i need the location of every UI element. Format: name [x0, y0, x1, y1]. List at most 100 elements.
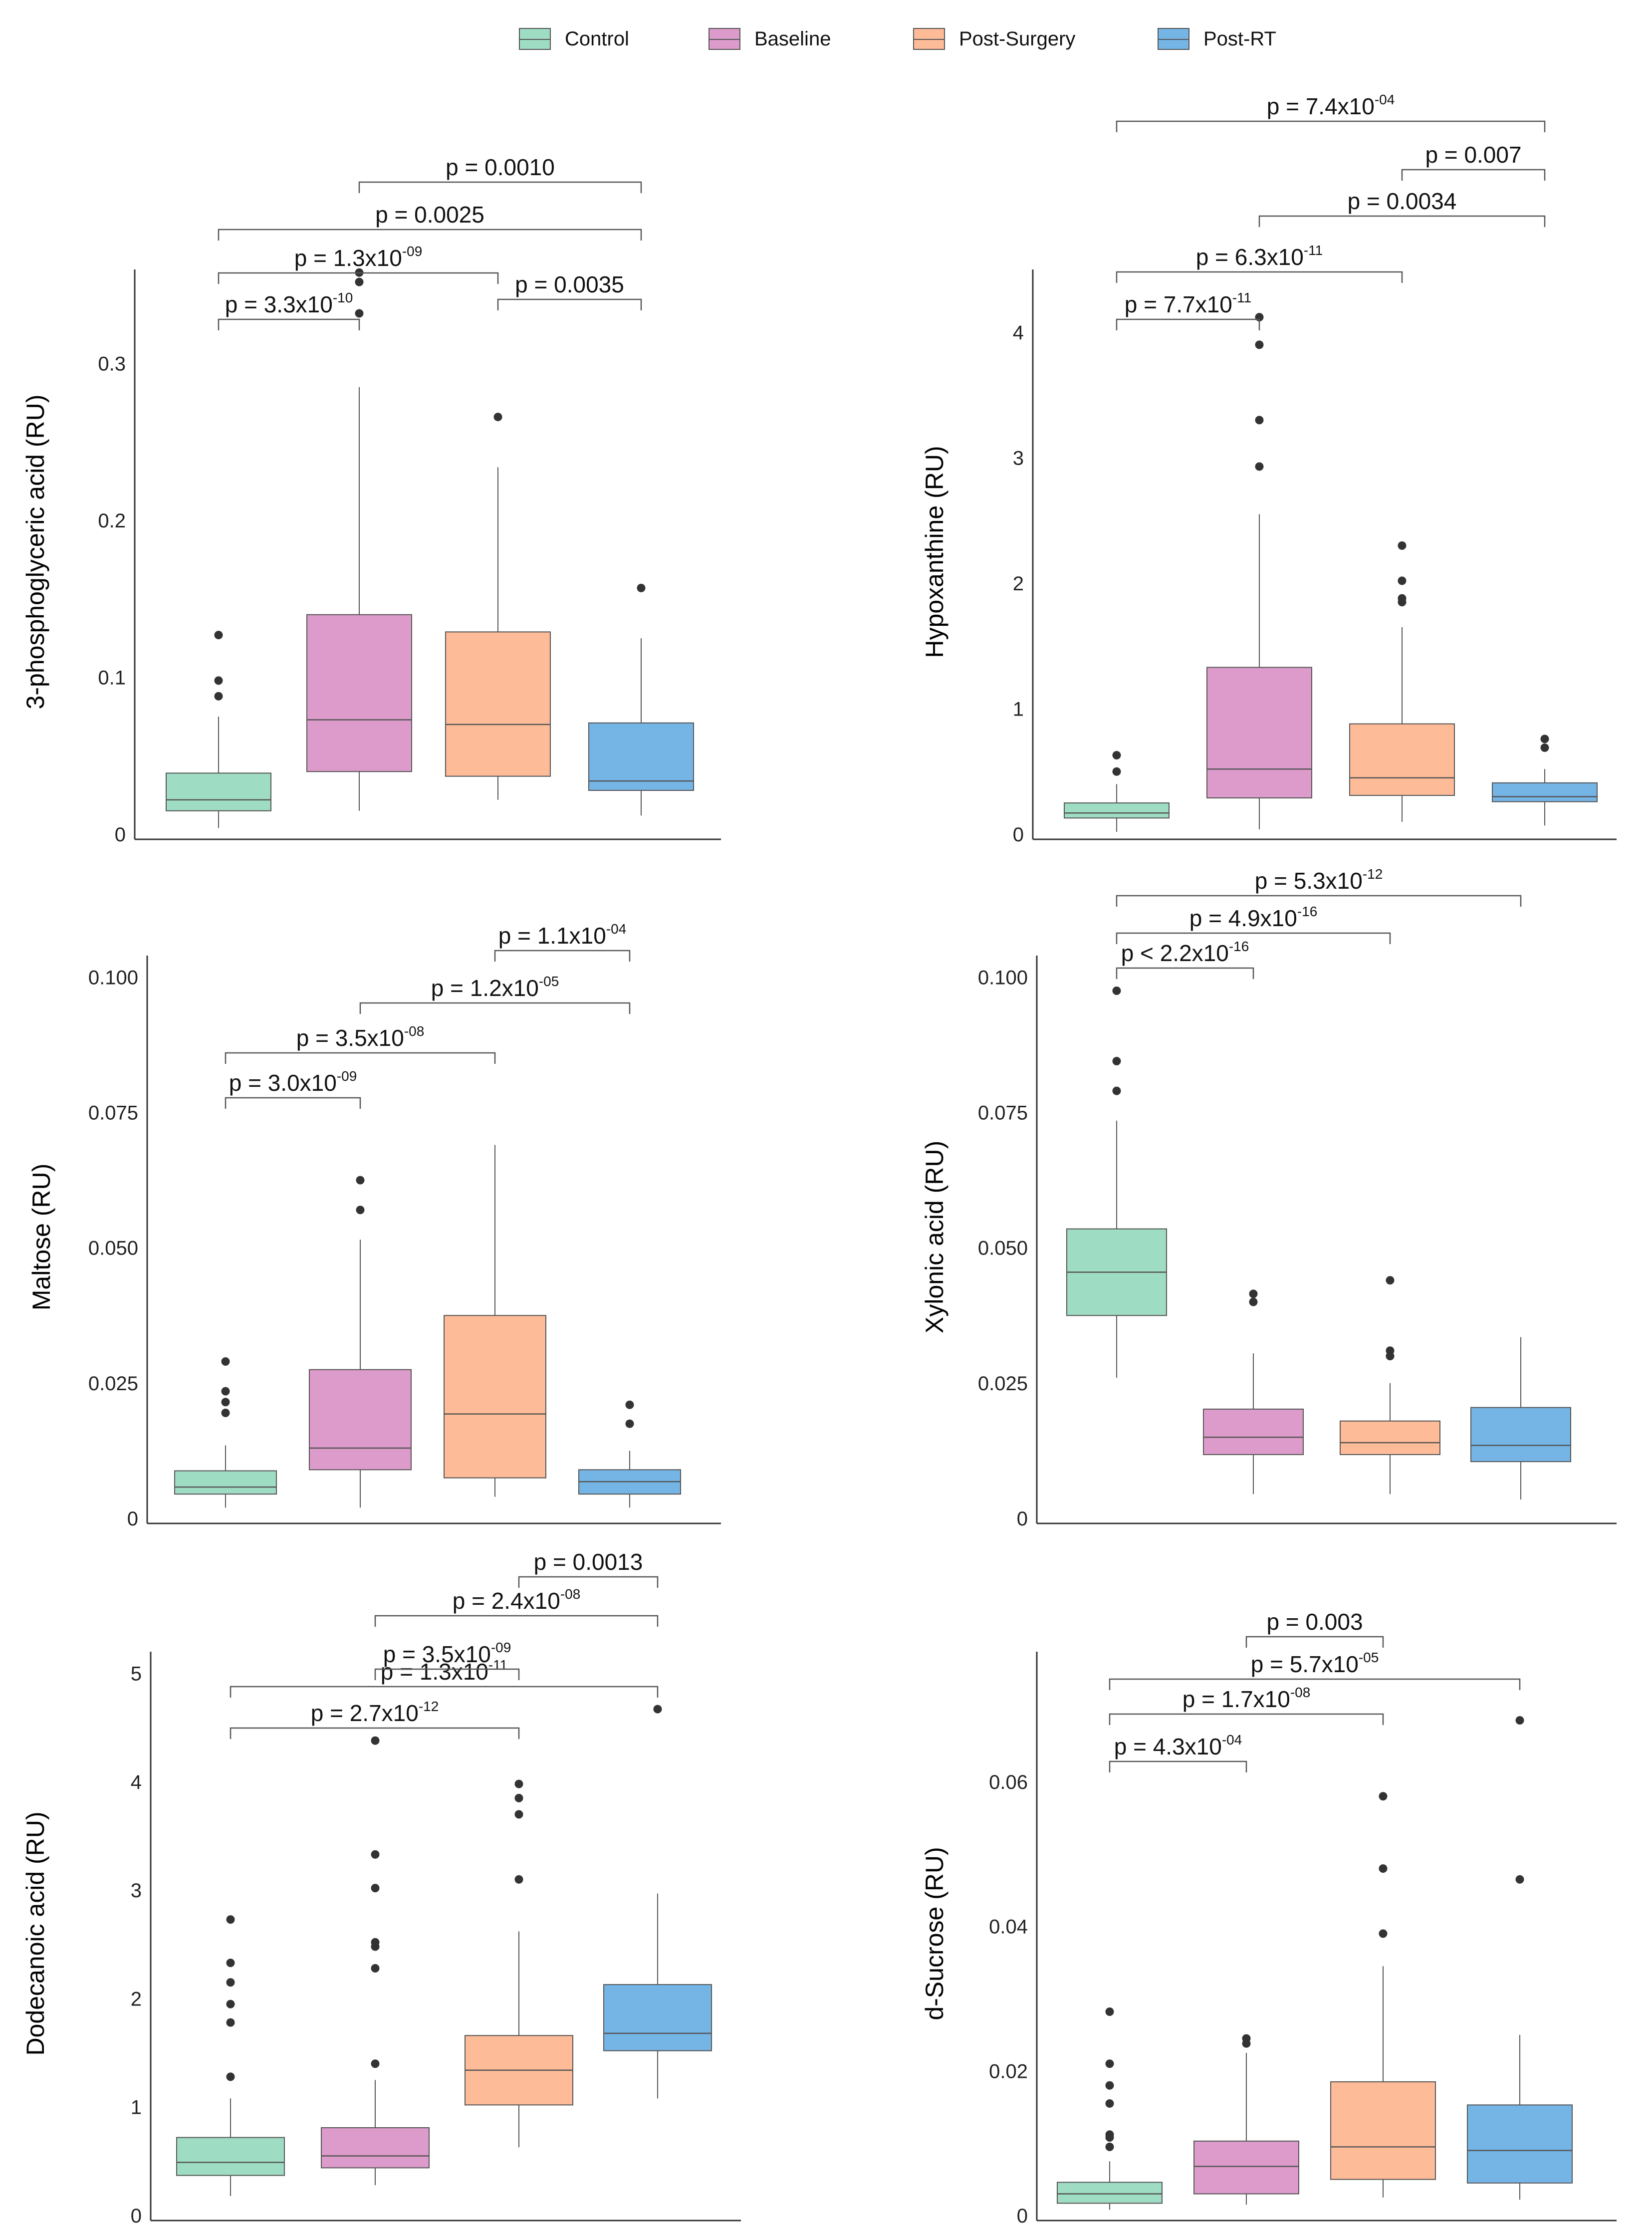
comparison-bracket [230, 1686, 659, 1698]
y-tick-label: 1 [131, 2097, 142, 2119]
outlier-point-control [214, 676, 223, 685]
legend-key-post-surgery-icon [913, 28, 945, 50]
y-tick-label: 0.050 [978, 1238, 1028, 1259]
outlier-point-post-surgery [514, 1779, 523, 1788]
y-tick-label: 3 [131, 1880, 142, 1902]
box-post-rt [1470, 1407, 1571, 1463]
outlier-point-baseline [1255, 462, 1264, 471]
outlier-point-control [1105, 2130, 1114, 2139]
comparison-bracket [1109, 1713, 1384, 1725]
y-tick-label: 0 [1013, 824, 1024, 846]
outlier-point-baseline [371, 1884, 380, 1893]
outlier-point-control [221, 1409, 230, 1417]
outlier-point-control [221, 1398, 230, 1407]
outlier-point-control [221, 1387, 230, 1396]
y-tick-label: 0.075 [978, 1102, 1028, 1124]
outlier-point-post-surgery [1398, 594, 1407, 603]
outlier-point-baseline [356, 1206, 365, 1215]
y-tick-label: 0.2 [98, 510, 126, 532]
comparison-bracket [1258, 215, 1546, 227]
box-baseline [1193, 2140, 1299, 2195]
outlier-point-post-surgery [1398, 541, 1407, 550]
outlier-point-baseline [1249, 1297, 1258, 1306]
y-tick-label: 0.04 [989, 1916, 1028, 1938]
outlier-point-baseline [1242, 2034, 1251, 2043]
comparison-bracket [1109, 1760, 1247, 1772]
outlier-point-control [221, 1357, 230, 1366]
comparison-bracket [1401, 169, 1546, 181]
y-tick-label: 0.02 [989, 2060, 1028, 2082]
comparison-bracket [494, 950, 631, 962]
y-tick-label: 0.100 [978, 967, 1028, 989]
y-axis-label: Dodecanoic acid (RU) [21, 1811, 49, 2055]
box-post-rt [1467, 2104, 1573, 2184]
outlier-point-control [226, 2072, 235, 2081]
outlier-point-control [226, 2018, 235, 2027]
legend-key-post-rt-icon [1158, 28, 1189, 50]
y-tick-label: 0.025 [978, 1373, 1028, 1395]
outlier-point-control [214, 631, 223, 640]
comparison-bracket [218, 229, 642, 241]
legend-label-control: Control [565, 27, 629, 50]
comparison-bracket [218, 272, 499, 284]
outlier-point-post-surgery [514, 1875, 523, 1884]
y-tick-label: 0.075 [88, 1102, 138, 1124]
outlier-point-baseline [371, 1964, 380, 1973]
comparison-bracket [230, 1727, 520, 1739]
y-tick-label: 0.050 [88, 1238, 138, 1259]
outlier-point-control [1112, 751, 1121, 760]
box-control [176, 2137, 285, 2176]
comparison-bracket [1116, 120, 1546, 132]
outlier-point-control [226, 1978, 235, 1987]
y-tick-label: 4 [1013, 322, 1024, 344]
box-post-surgery [445, 631, 551, 777]
outlier-point-post-rt [1540, 743, 1549, 752]
comparison-bracket [1116, 895, 1522, 907]
y-tick-label: 0 [127, 1508, 138, 1530]
box-post-surgery [1349, 723, 1455, 796]
comparison-bracket [1116, 932, 1391, 944]
p-value-label: p = 7.4x10-04 [1267, 92, 1395, 119]
outlier-point-baseline [1255, 416, 1264, 425]
y-axis-label: Maltose (RU) [27, 1164, 55, 1310]
outlier-point-control [226, 1915, 235, 1924]
p-value-label: p = 0.0034 [1348, 188, 1457, 214]
p-value-label: p = 0.0035 [515, 271, 624, 297]
box-post-surgery [1330, 2081, 1436, 2180]
outlier-point-baseline [371, 1938, 380, 1947]
comparison-bracket [497, 298, 642, 310]
y-tick-label: 1 [1013, 698, 1024, 720]
y-tick-label: 0.06 [989, 1771, 1028, 1793]
box-post-rt [1492, 782, 1598, 802]
outlier-point-post-surgery [1379, 1792, 1388, 1801]
comparison-bracket [218, 318, 360, 330]
outlier-point-baseline [355, 309, 364, 318]
outlier-point-control [1105, 2007, 1114, 2016]
y-axis-label: d-Sucrose (RU) [921, 1847, 948, 2020]
p-value-label: p = 5.3x10-12 [1255, 866, 1383, 894]
p-value-label: p = 7.7x10-11 [1125, 290, 1252, 317]
comparison-bracket [1109, 1678, 1521, 1690]
box-post-rt [603, 1984, 712, 2051]
comparison-bracket [359, 1002, 631, 1014]
legend-item-post-surgery: Post-Surgery [913, 24, 1075, 54]
comparison-bracket [358, 181, 642, 193]
outlier-point-control [1105, 2081, 1114, 2090]
outlier-point-post-surgery [493, 413, 502, 422]
p-value-label: p = 1.1x10-04 [498, 921, 627, 949]
box-control [1057, 2182, 1163, 2204]
box-control [166, 772, 271, 811]
box-control [174, 1470, 277, 1495]
outlier-point-post-rt [1515, 1716, 1524, 1725]
p-value-label: p = 2.7x10-12 [311, 1699, 439, 1726]
outlier-point-post-rt [625, 1400, 634, 1409]
box-control [1064, 802, 1170, 819]
p-value-label: p = 1.7x10-08 [1182, 1685, 1311, 1712]
y-tick-label: 2 [1013, 573, 1024, 595]
box-baseline [321, 2127, 430, 2169]
legend-label-post-rt: Post-RT [1203, 27, 1276, 50]
p-value-label: p = 1.3x10-11 [381, 1657, 508, 1685]
